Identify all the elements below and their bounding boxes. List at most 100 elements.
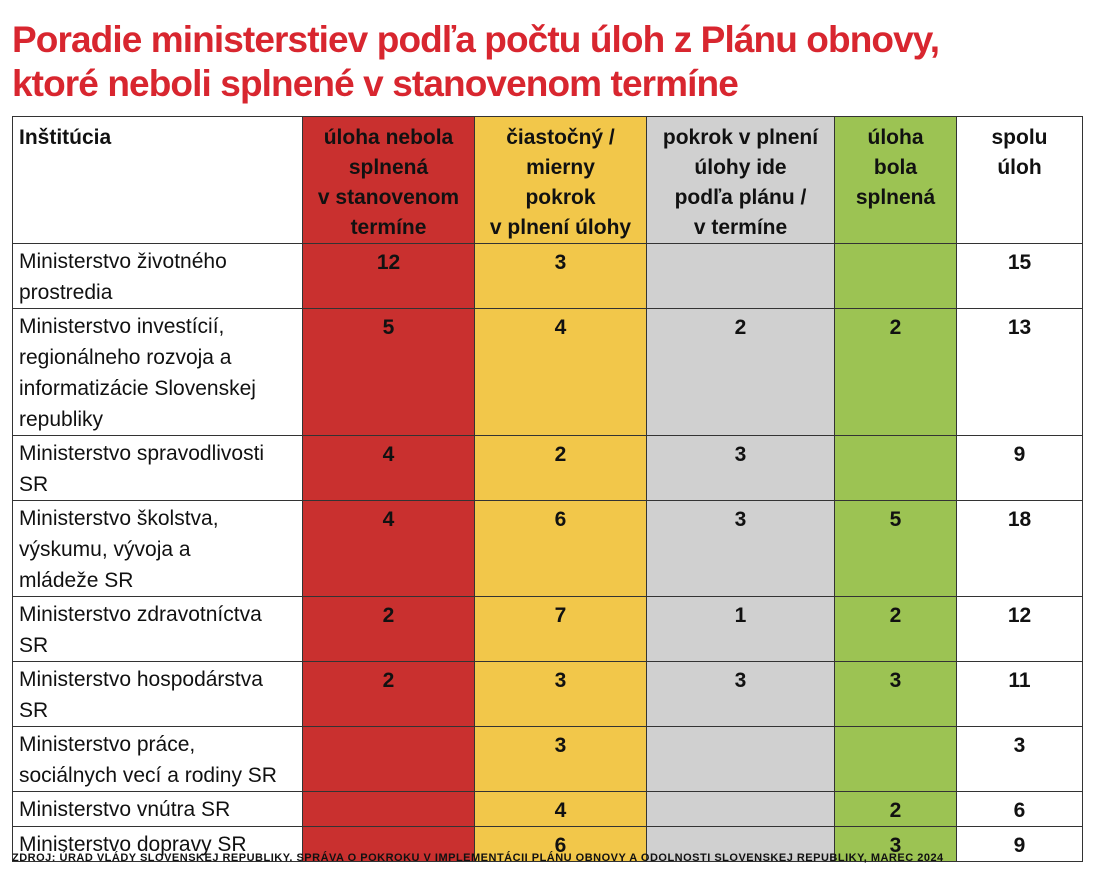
institution-line: Ministerstvo zdravotníctva — [19, 603, 262, 626]
cell-not-met — [302, 726, 475, 792]
cell-total: 15 — [956, 243, 1083, 309]
institution-line: Ministerstvo spravodlivosti — [19, 442, 265, 465]
institution-line: Ministerstvo školstva, — [19, 507, 219, 530]
cell-not-met: 2 — [302, 661, 475, 727]
cell-on-track: 3 — [646, 661, 835, 727]
cell-partial: 4 — [474, 791, 647, 827]
header-line: termíne — [350, 216, 427, 239]
cell-institution: Ministerstvo životného prostredia — [12, 243, 303, 309]
cell-done: 2 — [834, 596, 957, 662]
header-line: v termíne — [693, 216, 788, 239]
table-body: Ministerstvo životného prostredia 12 3 15 Min… — [12, 243, 1083, 862]
cell-institution: Ministerstvo vnútra SR — [12, 791, 303, 827]
header-done: úloha bola splnená — [834, 116, 957, 244]
cell-total: 9 — [956, 826, 1083, 862]
table-header: Inštitúcia úloha nebola splnená v stanoven… — [12, 116, 1083, 244]
cell-total: 6 — [956, 791, 1083, 827]
header-line: spolu — [991, 126, 1048, 149]
header-line: Inštitúcia — [19, 126, 112, 149]
cell-done — [834, 243, 957, 309]
institution-line: informatizácie Slovenskej — [19, 377, 256, 400]
cell-institution: Ministerstvo spravodlivosti SR — [12, 435, 303, 501]
header-line: čiastočný / — [506, 126, 615, 149]
header-not-met: úloha nebola splnená v stanovenom termíne — [302, 116, 475, 244]
cell-partial: 7 — [474, 596, 647, 662]
cell-partial: 3 — [474, 661, 647, 727]
header-line: pokrok — [525, 186, 596, 209]
institution-line: výskumu, vývoja a — [19, 538, 191, 561]
cell-not-met: 2 — [302, 596, 475, 662]
header-line: v stanovenom — [317, 186, 460, 209]
institution-line: republiky — [19, 408, 104, 431]
institution-line: SR — [19, 699, 49, 722]
table-row: Ministerstvo dopravy SR 6 3 9 — [12, 826, 1083, 862]
cell-on-track — [646, 826, 835, 862]
cell-done: 5 — [834, 500, 957, 597]
table-row: Ministerstvo školstva, výskumu, vývoja a m… — [12, 500, 1083, 597]
cell-partial: 3 — [474, 243, 647, 309]
header-total: spolu úloh — [956, 116, 1083, 244]
cell-done — [834, 726, 957, 792]
cell-total: 9 — [956, 435, 1083, 501]
institution-line: Ministerstvo práce, — [19, 733, 196, 756]
ministries-table: Inštitúcia úloha nebola splnená v stanoven… — [12, 116, 1083, 862]
institution-line: SR — [19, 634, 49, 657]
header-line: splnená — [348, 156, 429, 179]
cell-on-track — [646, 243, 835, 309]
cell-total: 12 — [956, 596, 1083, 662]
institution-line: SR — [19, 473, 49, 496]
title-line-1: Poradie ministerstiev podľa počtu úloh z… — [12, 19, 940, 60]
institution-line: Ministerstvo hospodárstva — [19, 668, 263, 691]
table-row: Ministerstvo zdravotníctva SR 2 7 1 2 12 — [12, 596, 1083, 662]
cell-institution: Ministerstvo školstva, výskumu, vývoja a m… — [12, 500, 303, 597]
cell-on-track: 2 — [646, 308, 835, 436]
source-note: ZDROJ: ÚRAD VLÁDY SLOVENSKEJ REPUBLIKY. … — [12, 852, 944, 864]
cell-not-met: 4 — [302, 435, 475, 501]
cell-done: 2 — [834, 308, 957, 436]
header-line: podľa plánu / — [674, 186, 807, 209]
cell-institution: Ministerstvo hospodárstva SR — [12, 661, 303, 727]
institution-line: sociálnych vecí a rodiny SR — [19, 764, 277, 787]
cell-institution: Ministerstvo práce, sociálnych vecí a rod… — [12, 726, 303, 792]
cell-done: 3 — [834, 661, 957, 727]
cell-on-track — [646, 791, 835, 827]
cell-partial: 6 — [474, 500, 647, 597]
table-row: Ministerstvo spravodlivosti SR 4 2 3 9 — [12, 435, 1083, 501]
cell-partial: 4 — [474, 308, 647, 436]
institution-line: mládeže SR — [19, 569, 134, 592]
title-line-2: ktoré neboli splnené v stanovenom termín… — [12, 63, 739, 104]
institution-line: Ministerstvo životného — [19, 250, 227, 273]
cell-partial: 3 — [474, 726, 647, 792]
page-title: Poradie ministerstiev podľa počtu úloh z… — [12, 18, 1087, 106]
cell-not-met: 12 — [302, 243, 475, 309]
cell-done: 2 — [834, 791, 957, 827]
cell-total: 11 — [956, 661, 1083, 727]
cell-on-track: 3 — [646, 435, 835, 501]
header-row: Inštitúcia úloha nebola splnená v stanoven… — [12, 116, 1083, 244]
table-row: Ministerstvo práce, sociálnych vecí a rod… — [12, 726, 1083, 792]
table-row: Ministerstvo hospodárstva SR 2 3 3 3 11 — [12, 661, 1083, 727]
header-on-track: pokrok v plnení úlohy ide podľa plánu / v t… — [646, 116, 835, 244]
cell-done — [834, 435, 957, 501]
cell-on-track — [646, 726, 835, 792]
institution-line: prostredia — [19, 281, 113, 304]
header-line: úlohy ide — [694, 156, 787, 179]
cell-not-met: 5 — [302, 308, 475, 436]
cell-institution: Ministerstvo investícií, regionálneho roz… — [12, 308, 303, 436]
table-row: Ministerstvo vnútra SR 4 2 6 — [12, 791, 1083, 827]
header-line: v plnení úlohy — [489, 216, 632, 239]
cell-not-met: 4 — [302, 500, 475, 597]
institution-line: Ministerstvo dopravy SR — [19, 833, 247, 856]
institution-line: Ministerstvo vnútra SR — [19, 798, 231, 821]
cell-partial: 2 — [474, 435, 647, 501]
header-partial: čiastočný / mierny pokrok v plnení úlohy — [474, 116, 647, 244]
cell-total: 13 — [956, 308, 1083, 436]
header-line: úloha nebola — [323, 126, 454, 149]
header-line: mierny — [526, 156, 595, 179]
header-line: splnená — [855, 186, 936, 209]
header-line: bola — [873, 156, 918, 179]
header-institution: Inštitúcia — [12, 116, 303, 244]
cell-not-met — [302, 791, 475, 827]
header-line: úloha — [867, 126, 924, 149]
cell-total: 18 — [956, 500, 1083, 597]
